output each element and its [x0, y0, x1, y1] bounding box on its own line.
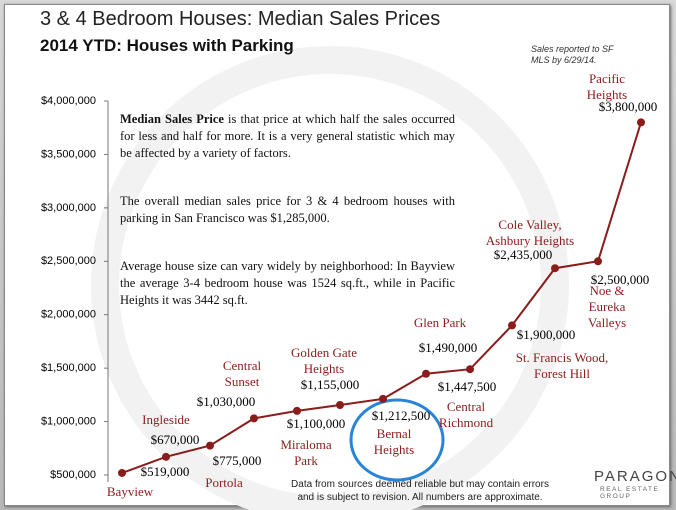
y-tick-label: $3,000,000	[41, 202, 96, 214]
logo: PARAGON	[594, 468, 676, 485]
category-label: Golden Gate Heights	[290, 345, 358, 376]
value-label: $1,100,000	[287, 416, 346, 431]
category-label: Central Richmond	[438, 399, 494, 430]
category-label: Pacific Heights	[586, 71, 628, 102]
point	[422, 369, 430, 378]
value-label: $1,900,000	[517, 327, 576, 342]
value-label: $2,500,000	[591, 272, 650, 287]
category-label: Central Sunset	[222, 358, 262, 389]
annotation-lead: Median Sales Price	[120, 112, 224, 126]
point	[162, 452, 170, 461]
y-tick-label: $3,500,000	[41, 148, 96, 160]
chart-subtitle: 2014 YTD: Houses with Parking	[40, 36, 294, 55]
value-label: $3,800,000	[599, 99, 658, 114]
value-label: $1,155,000	[301, 377, 360, 392]
y-tick-label: $4,000,000	[41, 95, 96, 107]
value-label: $775,000	[213, 453, 262, 468]
annotation-paragraph: Average house size can vary widely by ne…	[120, 259, 455, 307]
point	[508, 321, 516, 330]
source-note: Sales reported to SF MLS by 6/29/14.	[531, 44, 614, 65]
category-label: Ingleside	[142, 412, 190, 427]
value-label: $670,000	[151, 432, 200, 447]
y-tick-label: $1,500,000	[41, 362, 96, 374]
point	[250, 414, 258, 423]
point	[551, 264, 559, 273]
value-label: $1,447,500	[438, 379, 497, 394]
annotation-paragraph: Median Sales Price is that price at whic…	[120, 111, 455, 162]
category-label: St. Francis Wood, Forest Hill	[515, 350, 609, 381]
category-label: Cole Valley, Ashbury Heights	[485, 217, 575, 248]
point	[379, 394, 387, 403]
highlight-circle	[349, 398, 445, 482]
y-tick-label: $2,000,000	[41, 309, 96, 321]
footnote: Data from sources deemed reliable but ma…	[291, 479, 549, 503]
point	[466, 365, 474, 374]
value-label: $2,435,000	[494, 247, 553, 262]
category-label: Noe & Eureka Valleys	[587, 283, 627, 330]
point	[336, 401, 344, 410]
value-label: $1,030,000	[197, 394, 256, 409]
point	[594, 257, 602, 266]
point	[293, 406, 301, 415]
annotation: Median Sales Price is that price at whic…	[120, 94, 455, 340]
y-tick-label: $1,000,000	[41, 415, 96, 427]
category-label: Portola	[205, 475, 243, 490]
logo-tagline: REAL ESTATE GROUP	[600, 486, 660, 500]
y-tick-label: $500,000	[50, 469, 96, 481]
point	[637, 118, 645, 127]
watermark	[91, 46, 569, 510]
category-label: Miraloma Park	[280, 437, 332, 468]
annotation-text: is that price at which half the sales oc…	[120, 112, 455, 160]
category-label: Bayview	[106, 484, 154, 499]
category-label: Glen Park	[413, 315, 467, 330]
category-label: Bernal Heights	[373, 426, 415, 457]
point	[206, 441, 214, 450]
y-tick-label: $2,500,000	[41, 255, 96, 267]
value-label: $1,212,500	[372, 408, 431, 423]
value-label: $1,490,000	[419, 340, 478, 355]
annotation-paragraph: The overall median sales price for 3 & 4…	[120, 194, 455, 225]
point	[118, 468, 126, 477]
value-label: $519,000	[141, 464, 190, 479]
chart-title: 3 & 4 Bedroom Houses: Median Sales Price…	[40, 8, 441, 30]
